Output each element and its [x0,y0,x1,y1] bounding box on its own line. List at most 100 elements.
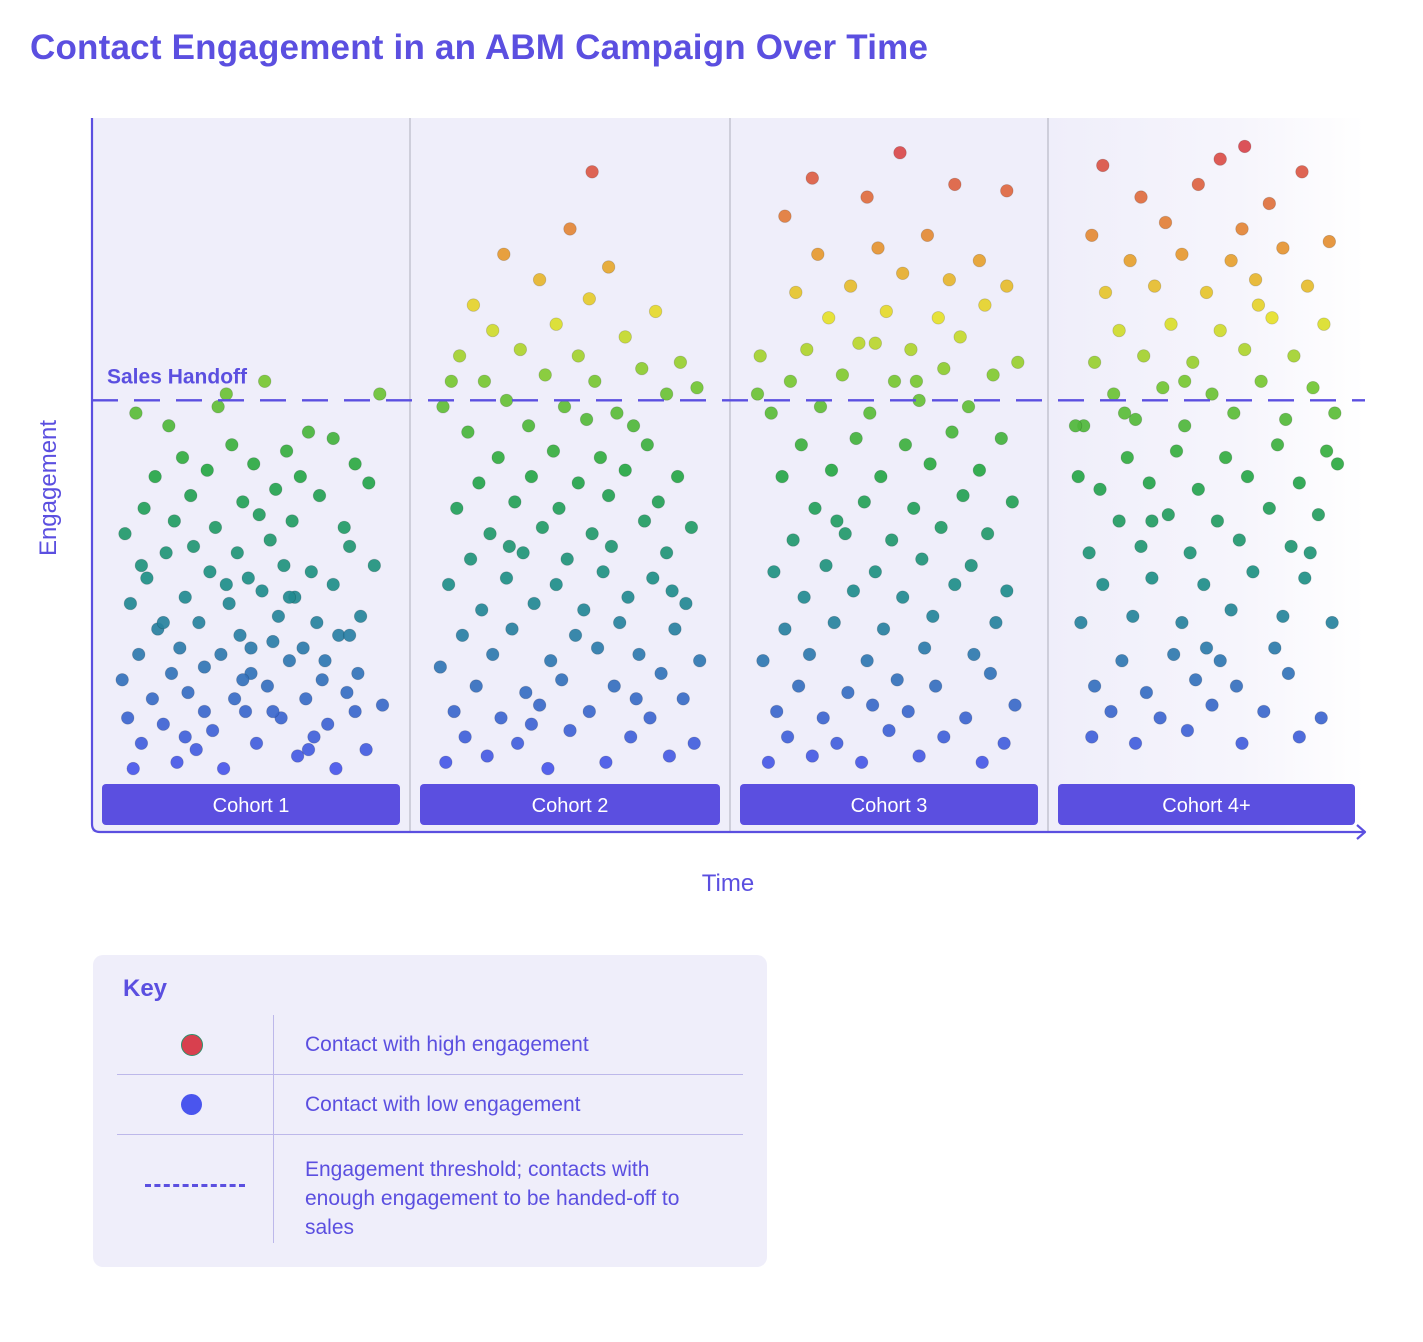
data-point [527,596,541,611]
data-point [618,463,632,477]
data-point [1322,234,1337,249]
data-point [433,660,448,674]
data-point [800,342,814,357]
data-point [841,685,855,700]
data-point [118,527,132,541]
data-point [843,279,858,293]
data-point [115,673,129,687]
data-point [753,349,767,363]
data-point [469,679,483,693]
data-point [607,679,621,693]
legend-row-divider [117,1134,743,1135]
data-point [477,374,492,389]
data-point [1213,152,1227,166]
data-point [1169,444,1184,458]
data-point [994,431,1009,446]
data-point [1276,609,1290,624]
data-point [901,704,915,719]
data-point [640,438,655,452]
data-point [643,711,657,725]
data-point [282,590,297,604]
data-point [582,292,597,306]
data-point [599,755,613,770]
data-point [1166,647,1181,662]
high-engagement-dot-icon [181,1034,203,1056]
data-point [1317,317,1331,331]
data-point [959,711,973,725]
data-point [923,457,937,471]
data-point [1311,508,1326,522]
data-point [912,749,926,763]
data-point [538,368,552,382]
data-point [560,552,574,566]
data-point [186,539,201,554]
data-point [156,615,171,630]
data-point [552,501,566,516]
data-point [690,381,704,395]
data-point [304,565,319,579]
data-point [145,692,160,706]
data-point [1147,279,1162,293]
data-point [571,476,586,490]
data-point [189,742,203,757]
data-point [439,755,453,770]
data-point [1071,469,1085,484]
data-point [1120,450,1135,465]
data-point [1205,387,1219,401]
data-point [972,253,987,268]
data-point [296,641,310,655]
data-point [1128,412,1143,427]
data-point [786,533,800,547]
data-point [502,539,517,554]
data-point [181,685,195,700]
low-engagement-dot-icon [181,1094,202,1115]
data-point [849,431,863,446]
data-point [915,552,929,566]
data-point [937,361,951,376]
data-point [887,374,902,389]
data-point [1224,253,1238,268]
data-point [216,761,231,776]
data-point [978,298,992,312]
data-point [519,685,533,700]
data-point [475,603,489,617]
data-point [120,711,135,725]
data-point [1197,577,1211,592]
data-point [252,508,266,522]
data-point [1278,412,1293,427]
data-point [1210,514,1225,528]
data-point [282,654,297,668]
data-point [441,577,456,592]
data-point [626,419,641,433]
data-point [524,717,539,731]
data-point [1287,349,1301,363]
data-point [236,673,250,687]
data-point [1191,177,1206,192]
data-point [516,546,530,560]
data-point [258,374,272,389]
data-point [129,406,143,420]
data-point [1085,730,1099,744]
data-point [1262,196,1277,211]
data-point [123,596,138,611]
data-point [756,654,770,668]
data-point [871,241,885,255]
data-point [989,615,1003,630]
legend-threshold-label: Engagement threshold; contacts with enou… [305,1158,680,1239]
data-point [1145,514,1159,528]
data-point [1098,285,1113,300]
data-point [326,577,340,592]
data-point [563,723,577,738]
data-point [557,400,572,414]
data-point [618,330,632,344]
data-point [997,736,1011,751]
data-point [1325,615,1339,630]
data-point [794,438,809,452]
data-point [1319,444,1334,458]
data-point [1145,571,1159,585]
data-point [953,330,967,344]
data-point [854,755,869,770]
data-point [342,628,357,643]
data-point [805,749,820,763]
data-point [1240,469,1255,484]
